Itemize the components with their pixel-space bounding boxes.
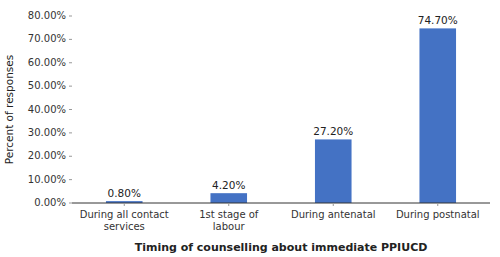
x-tick bbox=[228, 203, 229, 206]
x-tick-label-line: During antenatal bbox=[291, 209, 376, 220]
chart: 0.00% 10.00% 20.00% 30.00% 40.00% 50.00% 60.00… bbox=[0, 0, 500, 257]
data-label: 4.20% bbox=[212, 179, 245, 191]
y-tick bbox=[69, 203, 72, 204]
data-label: 74.70% bbox=[418, 14, 458, 26]
y-tick-label: 0.00% bbox=[34, 197, 66, 208]
bar bbox=[419, 28, 456, 203]
bar bbox=[315, 139, 352, 203]
x-tick bbox=[437, 203, 438, 206]
x-tick-label: During all contactservices bbox=[80, 209, 169, 232]
y-tick bbox=[69, 16, 72, 17]
y-tick-label: 60.00% bbox=[28, 57, 66, 68]
bar bbox=[210, 193, 247, 203]
data-label: 0.80% bbox=[108, 187, 141, 199]
x-tick-label: 1st stage oflabour bbox=[199, 209, 259, 232]
y-tick-label: 70.00% bbox=[28, 33, 66, 44]
y-tick bbox=[69, 39, 72, 40]
y-tick-label: 30.00% bbox=[28, 127, 66, 138]
y-tick bbox=[69, 132, 72, 133]
x-tick bbox=[124, 203, 125, 206]
x-tick bbox=[333, 203, 334, 206]
x-tick-label-line: services bbox=[104, 221, 145, 232]
x-tick-label-line: During postnatal bbox=[396, 209, 480, 220]
y-tick bbox=[69, 109, 72, 110]
y-tick-label: 20.00% bbox=[28, 150, 66, 161]
x-axis-title: Timing of counselling about immediate PP… bbox=[135, 241, 428, 254]
x-axis-line bbox=[72, 203, 490, 204]
x-tick-label-line: During all contact bbox=[80, 209, 169, 220]
y-tick-label: 80.00% bbox=[28, 10, 66, 21]
x-tick-label: During postnatal bbox=[396, 209, 480, 220]
bars bbox=[106, 28, 456, 203]
y-tick bbox=[69, 179, 72, 180]
y-tick bbox=[69, 86, 72, 87]
data-label: 27.20% bbox=[313, 125, 353, 137]
x-tick-label-line: labour bbox=[213, 221, 246, 232]
y-tick bbox=[69, 62, 72, 63]
x-tick-label: During antenatal bbox=[291, 209, 376, 220]
y-tick-label: 40.00% bbox=[28, 104, 66, 115]
y-tick-label: 10.00% bbox=[28, 174, 66, 185]
y-tick-label: 50.00% bbox=[28, 80, 66, 91]
y-tick bbox=[69, 156, 72, 157]
x-tick-label-line: 1st stage of bbox=[199, 209, 259, 220]
y-axis-title: Percent of responses bbox=[3, 55, 15, 164]
